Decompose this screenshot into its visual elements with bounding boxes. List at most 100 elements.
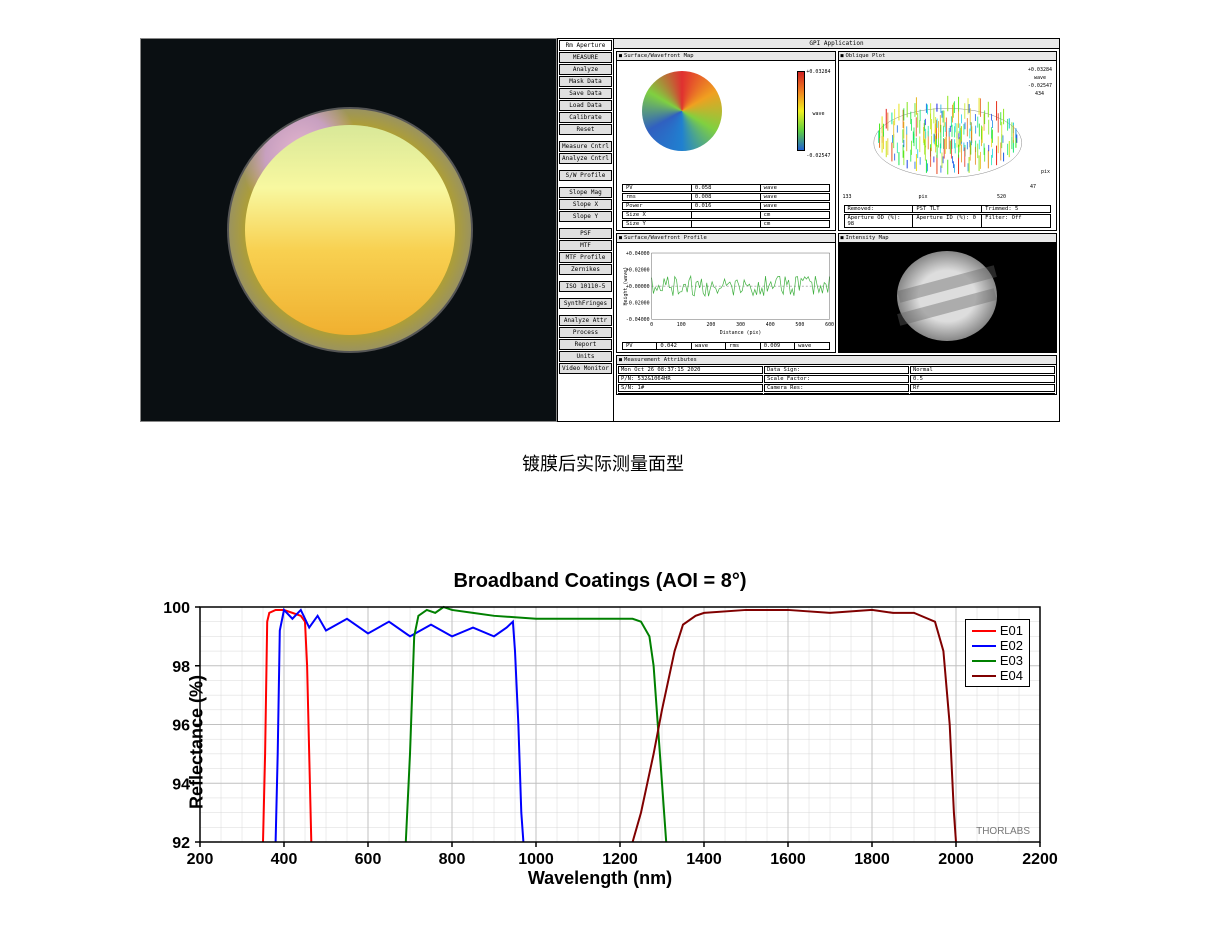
svg-text:500: 500: [795, 322, 804, 328]
sidebar-button-video-monitor[interactable]: Video Monitor: [559, 363, 612, 374]
scale-min: -0.02547: [1028, 83, 1052, 89]
y-top: 434: [1035, 91, 1044, 97]
svg-text:300: 300: [736, 322, 745, 328]
svg-text:2000: 2000: [938, 851, 974, 868]
sidebar-button-measure-cntrl[interactable]: Measure Cntrl: [559, 141, 612, 152]
optic-photo: [140, 38, 557, 422]
svg-text:800: 800: [439, 851, 466, 868]
wavefront-map-panel: Surface/Wavefront Map +0.03284 -0.02547 …: [616, 51, 836, 231]
sidebar-button-report[interactable]: Report: [559, 339, 612, 350]
chart-ylabel: Reflectance (%): [187, 675, 208, 809]
panel-title: Surface/Wavefront Map: [624, 53, 694, 59]
svg-text:1600: 1600: [770, 851, 806, 868]
sidebar-button-slope-x[interactable]: Slope X: [559, 199, 612, 210]
svg-text:1400: 1400: [686, 851, 722, 868]
attributes-table: Mon Oct 26 08:37:15 2020Data Sign:Normal…: [617, 365, 1056, 395]
x-unit: pix: [919, 194, 928, 200]
svg-text:92: 92: [172, 835, 190, 852]
sidebar-button-mtf-profile[interactable]: MTF Profile: [559, 252, 612, 263]
wavefront-map-image: [642, 71, 722, 151]
sidebar-button-analyze[interactable]: Analyze: [559, 64, 612, 75]
svg-text:1200: 1200: [602, 851, 638, 868]
scale-unit: wave: [1034, 75, 1046, 81]
sidebar-button-mask-data[interactable]: Mask Data: [559, 76, 612, 87]
measurement-attributes-panel: Measurement Attributes Mon Oct 26 08:37:…: [616, 355, 1057, 395]
svg-text:400: 400: [271, 851, 298, 868]
wavefront-stats: PV0.058waverms0.008wavePower0.016waveSiz…: [622, 183, 830, 228]
panel-title: Surface/Wavefront Profile: [624, 235, 707, 241]
legend-item-e01: E01: [972, 623, 1023, 638]
sidebar-button-psf[interactable]: PSF: [559, 228, 612, 239]
scale-unit: wave: [812, 111, 824, 117]
oblique-surface: [859, 76, 1037, 190]
oblique-footer: Removed:PST TLTTrimmed: 5Aperture OD (%)…: [844, 204, 1052, 228]
svg-text:+0.04000: +0.04000: [626, 251, 650, 257]
svg-text:400: 400: [766, 322, 775, 328]
zygo-sidebar: Rm ApertureMEASUREAnalyzeMask DataSave D…: [558, 39, 614, 421]
x-left: 133: [843, 194, 852, 200]
svg-text:200: 200: [187, 851, 214, 868]
y-bottom: 47: [1030, 184, 1036, 190]
panel-title: Oblique Plot: [846, 53, 886, 59]
legend-item-e04: E04: [972, 668, 1023, 683]
reflectance-chart: Broadband Coatings (AOI = 8°) Reflectanc…: [140, 570, 1060, 890]
legend-item-e02: E02: [972, 638, 1023, 653]
intensity-panel: Intensity Map: [838, 233, 1058, 353]
sidebar-button-iso-10110-5[interactable]: ISO 10110-5: [559, 281, 612, 292]
scale-min: -0.02547: [806, 153, 830, 159]
sidebar-button-load-data[interactable]: Load Data: [559, 100, 612, 111]
chart-watermark: THORLABS: [976, 826, 1030, 837]
profile-panel: Surface/Wavefront Profile +0.04000 +0.020…: [616, 233, 836, 353]
scale-max: +0.03284: [1028, 67, 1052, 73]
svg-text:600: 600: [355, 851, 382, 868]
sidebar-button-s-w-profile[interactable]: S/W Profile: [559, 170, 612, 181]
sidebar-button-measure[interactable]: MEASURE: [559, 52, 612, 63]
sidebar-button-mtf[interactable]: MTF: [559, 240, 612, 251]
svg-text:+0.00000: +0.00000: [626, 284, 650, 290]
sidebar-button-analyze-attr[interactable]: Analyze Attr: [559, 315, 612, 326]
svg-text:-0.02000: -0.02000: [626, 301, 650, 307]
svg-text:1800: 1800: [854, 851, 890, 868]
intensity-image: [897, 251, 997, 341]
sidebar-button-reset[interactable]: Reset: [559, 124, 612, 135]
sidebar-button-synthfringes[interactable]: SynthFringes: [559, 298, 612, 309]
svg-text:0: 0: [650, 322, 653, 328]
chart-title: Broadband Coatings (AOI = 8°): [140, 570, 1060, 593]
sidebar-button-zernikes[interactable]: Zernikes: [559, 264, 612, 275]
chart-legend: E01E02E03E04: [965, 619, 1030, 687]
sidebar-button-process[interactable]: Process: [559, 327, 612, 338]
sidebar-button-save-data[interactable]: Save Data: [559, 88, 612, 99]
sidebar-button-analyze-cntrl[interactable]: Analyze Cntrl: [559, 153, 612, 164]
legend-item-e03: E03: [972, 653, 1023, 668]
svg-text:600: 600: [825, 322, 834, 328]
profile-plot: +0.04000 +0.02000 +0.00000 -0.02000 -0.04000…: [617, 243, 835, 352]
profile-footer: PV0.042waverms0.009wave: [622, 341, 830, 350]
svg-text:1000: 1000: [518, 851, 554, 868]
svg-text:+0.02000: +0.02000: [626, 268, 650, 274]
scale-max: +0.03284: [806, 69, 830, 75]
figure-caption: 镀膜后实际测量面型: [0, 450, 1206, 476]
y-unit: pix: [1041, 169, 1050, 175]
sidebar-header: Rm Aperture: [559, 40, 612, 51]
zygo-titlebar: GPI Application: [614, 39, 1059, 49]
wavefront-colorbar: [797, 71, 805, 151]
svg-text:Distance (pix): Distance (pix): [720, 330, 762, 336]
chart-plot-area: 200 400 600 800 1000 1200 1400 1600 1800 2000 2200…: [140, 597, 1060, 887]
oblique-plot-panel: Oblique Plot +0.03284 wave -0.02547 434: [838, 51, 1058, 231]
sidebar-button-calibrate[interactable]: Calibrate: [559, 112, 612, 123]
zygo-application: Rm ApertureMEASUREAnalyzeMask DataSave D…: [557, 38, 1060, 422]
svg-text:200: 200: [706, 322, 715, 328]
x-right: 520: [997, 194, 1006, 200]
svg-text:Height (wave): Height (wave): [623, 267, 629, 306]
svg-text:-0.04000: -0.04000: [626, 317, 650, 323]
sidebar-button-slope-mag[interactable]: Slope Mag: [559, 187, 612, 198]
sidebar-button-units[interactable]: Units: [559, 351, 612, 362]
panel-title: Intensity Map: [846, 235, 889, 241]
svg-text:100: 100: [677, 322, 686, 328]
chart-xlabel: Wavelength (nm): [528, 868, 672, 889]
sidebar-button-slope-y[interactable]: Slope Y: [559, 211, 612, 222]
svg-text:2200: 2200: [1022, 851, 1058, 868]
svg-text:100: 100: [163, 600, 190, 617]
svg-text:98: 98: [172, 659, 190, 676]
panel-title: Measurement Attributes: [624, 357, 697, 363]
